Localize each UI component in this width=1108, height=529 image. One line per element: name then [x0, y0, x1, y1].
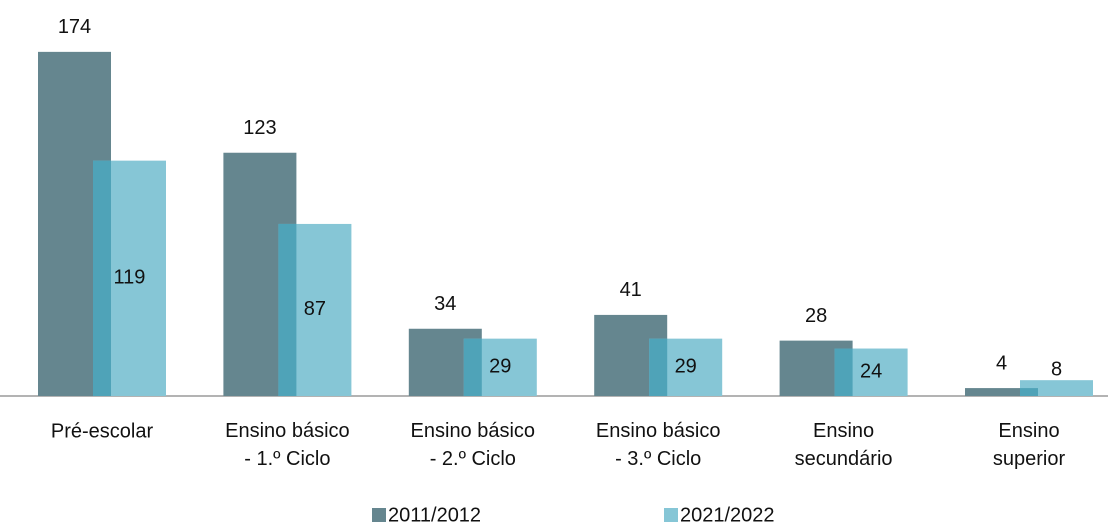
legend-swatch	[664, 508, 678, 522]
data-label: 174	[58, 16, 91, 38]
x-tick-label: Ensino básico - 1.º Ciclo	[225, 420, 350, 470]
bar-overlap	[649, 338, 668, 396]
data-label: 8	[1051, 358, 1062, 380]
legend-swatch	[372, 508, 386, 522]
bar	[965, 388, 1038, 396]
data-label: 123	[243, 117, 276, 139]
data-label: 34	[434, 293, 456, 315]
data-label: 41	[620, 279, 642, 301]
data-label: 87	[304, 298, 326, 320]
x-tick-label: Ensino básico - 3.º Ciclo	[596, 420, 721, 470]
data-label: 29	[489, 356, 511, 378]
bar-overlap	[278, 223, 297, 396]
bar-overlap	[834, 348, 853, 396]
data-label: 4	[996, 352, 1007, 374]
x-tick-label: Ensino secundário	[795, 420, 893, 470]
bar-overlap	[463, 338, 482, 396]
x-tick-label: Ensino superior	[993, 420, 1066, 470]
x-tick-label: Pré-escolar	[51, 420, 154, 442]
data-label: 28	[805, 305, 827, 327]
bar-overlap	[1020, 388, 1038, 396]
x-tick-label: Ensino básico - 2.º Ciclo	[411, 420, 536, 470]
legend-label: 2011/2012	[388, 504, 481, 524]
bar	[1020, 380, 1093, 396]
bar-overlap	[93, 160, 111, 396]
data-label: 119	[114, 267, 146, 289]
data-label: 24	[860, 361, 882, 383]
legend-label: 2021/2022	[680, 504, 775, 524]
data-label: 29	[675, 356, 697, 378]
